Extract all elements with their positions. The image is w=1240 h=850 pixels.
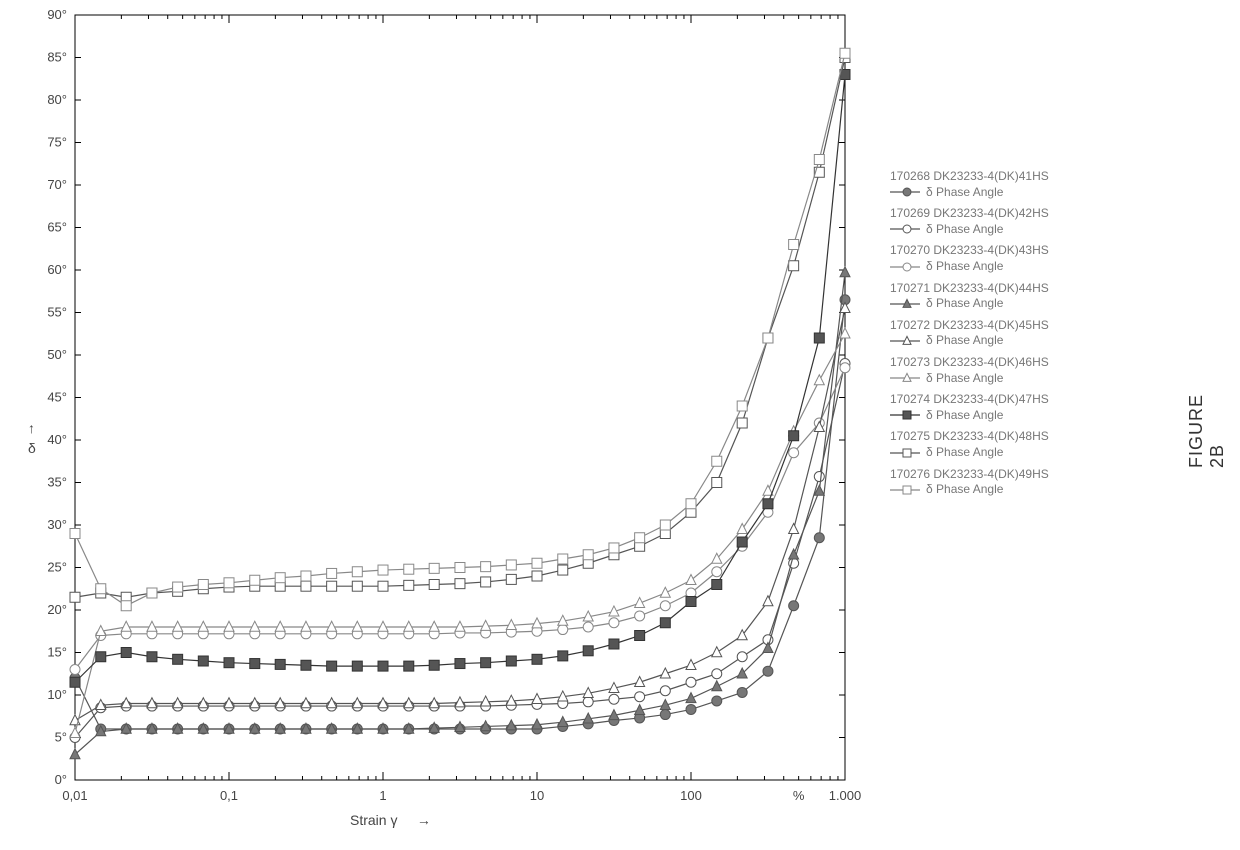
svg-text:80°: 80° — [47, 92, 67, 107]
svg-text:0,01: 0,01 — [62, 788, 87, 803]
svg-text:1: 1 — [379, 788, 386, 803]
legend-title: 170272 DK23233-4(DK)45HS — [890, 319, 1049, 332]
legend-row: δ Phase Angle — [890, 297, 1049, 311]
page: { "figure_label": "FIGURE 2B", "y_axis":… — [0, 0, 1240, 850]
legend: 170268 DK23233-4(DK)41HSδ Phase Angle170… — [890, 170, 1049, 505]
svg-text:10°: 10° — [47, 687, 67, 702]
svg-text:100: 100 — [680, 788, 702, 803]
svg-text:15°: 15° — [47, 645, 67, 660]
legend-entry-s48: 170275 DK23233-4(DK)48HS δ Phase Angle — [890, 430, 1049, 459]
legend-entry-s46: 170273 DK23233-4(DK)46HS δ Phase Angle — [890, 356, 1049, 385]
legend-swatch — [890, 408, 920, 422]
legend-entry-s41: 170268 DK23233-4(DK)41HS δ Phase Angle — [890, 170, 1049, 199]
legend-title: 170269 DK23233-4(DK)42HS — [890, 207, 1049, 220]
legend-row: δ Phase Angle — [890, 408, 1049, 422]
legend-row: δ Phase Angle — [890, 260, 1049, 274]
legend-title: 170276 DK23233-4(DK)49HS — [890, 468, 1049, 481]
legend-title: 170271 DK23233-4(DK)44HS — [890, 282, 1049, 295]
svg-text:85°: 85° — [47, 50, 67, 65]
legend-entry-s49: 170276 DK23233-4(DK)49HS δ Phase Angle — [890, 468, 1049, 497]
legend-swatch — [890, 222, 920, 236]
legend-title: 170275 DK23233-4(DK)48HS — [890, 430, 1049, 443]
legend-row: δ Phase Angle — [890, 222, 1049, 236]
svg-text:35°: 35° — [47, 475, 67, 490]
figure-label: FIGURE 2B — [1186, 394, 1228, 468]
legend-entry-s44: 170271 DK23233-4(DK)44HS δ Phase Angle — [890, 282, 1049, 311]
legend-desc: δ Phase Angle — [926, 446, 1003, 459]
legend-row: δ Phase Angle — [890, 371, 1049, 385]
legend-row: δ Phase Angle — [890, 334, 1049, 348]
legend-row: δ Phase Angle — [890, 185, 1049, 199]
legend-title: 170268 DK23233-4(DK)41HS — [890, 170, 1049, 183]
svg-text:45°: 45° — [47, 390, 67, 405]
legend-title: 170273 DK23233-4(DK)46HS — [890, 356, 1049, 369]
legend-row: δ Phase Angle — [890, 446, 1049, 460]
svg-text:20°: 20° — [47, 602, 67, 617]
legend-desc: δ Phase Angle — [926, 260, 1003, 273]
svg-text:1.000: 1.000 — [829, 788, 862, 803]
legend-swatch — [890, 185, 920, 199]
svg-text:%: % — [793, 788, 805, 803]
legend-swatch — [890, 446, 920, 460]
svg-text:30°: 30° — [47, 517, 67, 532]
svg-text:90°: 90° — [47, 7, 67, 22]
legend-swatch — [890, 334, 920, 348]
svg-text:40°: 40° — [47, 432, 67, 447]
legend-swatch — [890, 260, 920, 274]
x-axis-arrow: → — [417, 812, 431, 828]
legend-entry-s47: 170274 DK23233-4(DK)47HS δ Phase Angle — [890, 393, 1049, 422]
x-axis-label: Strain γ → — [350, 812, 431, 828]
legend-swatch — [890, 297, 920, 311]
legend-desc: δ Phase Angle — [926, 483, 1003, 496]
legend-desc: δ Phase Angle — [926, 186, 1003, 199]
legend-desc: δ Phase Angle — [926, 334, 1003, 347]
legend-desc: δ Phase Angle — [926, 372, 1003, 385]
y-axis-label: ↑ — [28, 420, 35, 436]
svg-text:0,1: 0,1 — [220, 788, 238, 803]
legend-swatch — [890, 371, 920, 385]
svg-text:60°: 60° — [47, 262, 67, 277]
legend-title: 170270 DK23233-4(DK)43HS — [890, 244, 1049, 257]
legend-desc: δ Phase Angle — [926, 409, 1003, 422]
legend-entry-s43: 170270 DK23233-4(DK)43HS δ Phase Angle — [890, 244, 1049, 273]
svg-text:70°: 70° — [47, 177, 67, 192]
svg-text:25°: 25° — [47, 560, 67, 575]
svg-text:65°: 65° — [47, 220, 67, 235]
svg-text:10: 10 — [530, 788, 544, 803]
svg-text:75°: 75° — [47, 135, 67, 150]
legend-desc: δ Phase Angle — [926, 297, 1003, 310]
phase-angle-chart: 0° 5° 10° 15° 20° 25° 30° 35° 40° 45° 50° 55° 60° 65°… — [0, 0, 1240, 850]
y-axis-arrow: ↑ — [28, 420, 35, 436]
svg-text:50°: 50° — [47, 347, 67, 362]
svg-text:0°: 0° — [55, 772, 67, 787]
legend-row: δ Phase Angle — [890, 483, 1049, 497]
legend-desc: δ Phase Angle — [926, 223, 1003, 236]
svg-text:55°: 55° — [47, 305, 67, 320]
legend-title: 170274 DK23233-4(DK)47HS — [890, 393, 1049, 406]
svg-text:5°: 5° — [55, 730, 67, 745]
legend-entry-s42: 170269 DK23233-4(DK)42HS δ Phase Angle — [890, 207, 1049, 236]
legend-entry-s45: 170272 DK23233-4(DK)45HS δ Phase Angle — [890, 319, 1049, 348]
legend-swatch — [890, 483, 920, 497]
y-axis-symbol: δ — [28, 440, 36, 456]
